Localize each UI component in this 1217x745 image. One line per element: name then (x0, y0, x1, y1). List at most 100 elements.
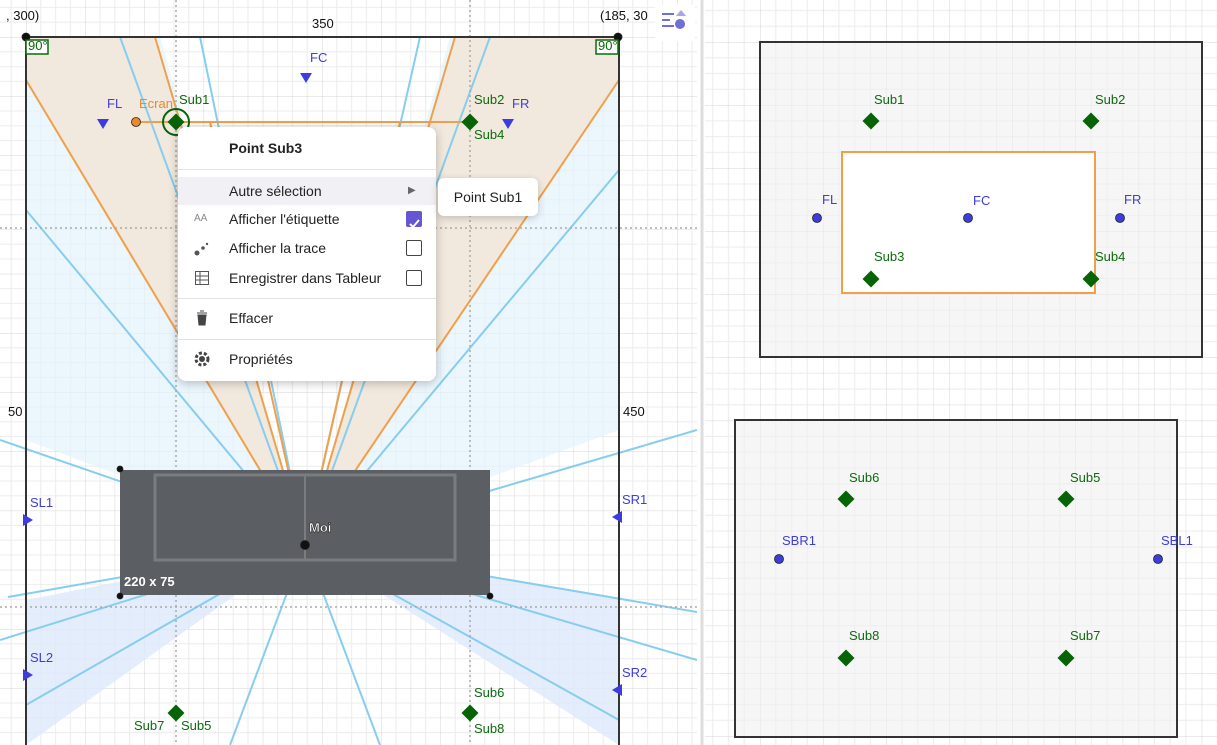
label: FR (1124, 192, 1141, 207)
point-triangle (300, 73, 312, 83)
checkbox-checked[interactable] (406, 211, 422, 229)
label: Sub2 (474, 92, 504, 107)
point (116, 592, 124, 600)
label: Sub7 (134, 718, 164, 733)
point-triangle (23, 514, 33, 526)
icon (197, 310, 207, 326)
label: SL1 (30, 495, 53, 510)
menu-item[interactable]: Afficher la trace (178, 234, 436, 262)
menu-label: Afficher l'étiquette (229, 211, 340, 227)
label: Ecran (139, 96, 173, 111)
label: FL (107, 96, 122, 111)
label: SR2 (622, 665, 647, 680)
orange-line (304, 79, 620, 546)
point-diamond (167, 704, 185, 722)
icon (194, 242, 209, 256)
style-bar-bg[interactable] (655, 5, 695, 41)
checkbox[interactable] (406, 240, 422, 256)
menu-label: Autre sélection (229, 183, 322, 199)
label: (185, 30 (600, 8, 648, 23)
label: Sub1 (179, 92, 209, 107)
point-triangle (97, 119, 109, 129)
label: Sub4 (474, 127, 504, 142)
label: 90° (598, 38, 618, 53)
submenu-arrow: ▶ (408, 185, 416, 196)
label: Sub3 (874, 249, 904, 264)
submenu[interactable]: Point Sub1 (438, 178, 538, 216)
label: Sub5 (1070, 470, 1100, 485)
label: Sub1 (874, 92, 904, 107)
point (131, 117, 141, 127)
menu-item[interactable]: Autre sélection ▶ (178, 177, 436, 205)
point-triangle (23, 669, 33, 681)
point (1153, 554, 1163, 564)
point-diamond (461, 113, 479, 131)
label: Moi (309, 520, 331, 535)
point-triangle (612, 511, 622, 523)
point (963, 213, 973, 223)
menu-title: Point Sub3 (229, 140, 303, 156)
point (1115, 213, 1125, 223)
style-icon (675, 19, 685, 29)
orange-cone (305, 37, 619, 545)
point (774, 554, 784, 564)
context-menu: Point Sub3 Autre sélection ▶ AA Afficher l… (178, 127, 436, 381)
point-diamond (167, 113, 185, 131)
angle-box (25, 39, 49, 55)
label: SL2 (30, 650, 53, 665)
style-icon (662, 13, 674, 27)
menu-label: Enregistrer dans Tableur (229, 270, 382, 286)
beams (0, 0, 697, 745)
label: 220 x 75 (124, 574, 175, 589)
label: FL (822, 192, 837, 207)
point-diamond (862, 270, 880, 288)
menu-item[interactable]: Propriétés (178, 345, 436, 373)
point (116, 465, 124, 473)
label: Sub6 (849, 470, 879, 485)
label: SR1 (622, 492, 647, 507)
point (486, 592, 494, 600)
label: Sub2 (1095, 92, 1125, 107)
menu-item[interactable]: AA Afficher l'étiquette (178, 205, 436, 233)
point-diamond (862, 112, 880, 130)
point-diamond (1057, 649, 1075, 667)
selection-ring (162, 108, 190, 136)
label: Sub4 (1095, 249, 1125, 264)
label: SBR1 (782, 533, 816, 548)
orange-cone (26, 37, 305, 545)
icon (195, 271, 209, 285)
separator (178, 169, 436, 170)
room-frame (25, 36, 620, 745)
label: FR (512, 96, 529, 111)
label: 90° (28, 38, 48, 53)
point-triangle (612, 684, 622, 696)
point-diamond (837, 490, 855, 508)
point-triangle (502, 119, 514, 129)
style-icon (676, 10, 686, 16)
label: FC (310, 50, 327, 65)
menu-label: Propriétés (229, 351, 293, 367)
point-diamond (461, 704, 479, 722)
label: FC (973, 193, 990, 208)
checkbox[interactable] (406, 270, 422, 286)
icon (194, 351, 210, 367)
menu-label: Effacer (229, 310, 274, 326)
orange-line (25, 79, 306, 546)
label: , 300) (6, 8, 39, 23)
label: Sub7 (1070, 628, 1100, 643)
label: Sub6 (474, 685, 504, 700)
submenu-label: Point Sub1 (453, 189, 523, 205)
label: Sub5 (181, 718, 211, 733)
label: 350 (312, 16, 334, 31)
label: Sub8 (849, 628, 879, 643)
style-bar-button[interactable] (655, 5, 695, 41)
point (812, 213, 822, 223)
menu-item[interactable]: Enregistrer dans Tableur (178, 264, 436, 292)
label: Sub8 (474, 721, 504, 736)
label: SBL1 (1161, 533, 1193, 548)
label: 50 (8, 404, 22, 419)
menu-item[interactable]: Effacer (178, 304, 436, 332)
label: 450 (623, 404, 645, 419)
